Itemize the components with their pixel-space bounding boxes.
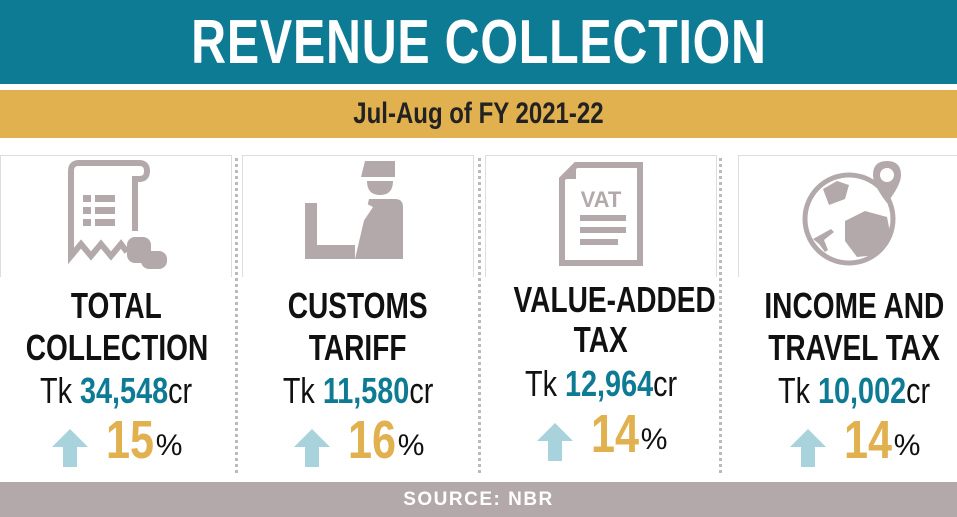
icon-box (738, 155, 957, 277)
currency: Tk (777, 370, 818, 411)
currency: Tk (282, 370, 323, 411)
amount: 11,580 (322, 370, 410, 411)
header-banner: REVENUE COLLECTION (0, 0, 957, 84)
icon-box (242, 155, 474, 277)
unit: cr (409, 370, 434, 411)
stat-customs-tariff: CUSTOMS TARIFF Tk 11,580cr 16% (242, 155, 474, 475)
percent-sign: % (155, 429, 183, 462)
amount: 10,002 (817, 370, 907, 411)
vat-document-icon: VAT (559, 162, 643, 266)
unit: cr (906, 370, 931, 411)
divider (719, 158, 722, 473)
globe-travel-icon (802, 161, 901, 266)
stat-title-line2: TRAVEL TAX (768, 327, 940, 368)
icon-box (0, 155, 232, 277)
stat-title-line1: CUSTOMS (288, 285, 428, 326)
icon-box (485, 155, 717, 277)
svg-text:VAT: VAT (581, 187, 622, 212)
customs-officer-icon (305, 161, 403, 259)
change-value: 16 (347, 410, 396, 470)
currency: Tk (39, 370, 80, 411)
percent-sign: % (397, 429, 425, 462)
percent-sign: % (893, 429, 921, 462)
unit: cr (653, 363, 678, 404)
stat-title-line1: VALUE-ADDED (513, 279, 716, 320)
divider (478, 158, 481, 473)
source-label: SOURCE: NBR (403, 488, 554, 510)
arrow-up-icon (536, 423, 573, 461)
change-value: 15 (105, 410, 154, 470)
source-bar: SOURCE: NBR (0, 482, 957, 517)
stat-value-added-tax: VAT VALUE-ADDED TAX Tk 12,964cr 14% (485, 155, 717, 475)
amount: 34,548 (79, 370, 169, 411)
arrow-up-icon (293, 429, 330, 467)
receipt-coins-icon (68, 160, 167, 269)
stat-title-line1: TOTAL (70, 285, 162, 326)
period-banner: Jul-Aug of FY 2021-22 (0, 90, 957, 138)
stat-title-line1: INCOME AND (764, 285, 944, 326)
amount: 12,964 (564, 363, 654, 404)
change-value: 14 (590, 404, 639, 464)
page-title: REVENUE COLLECTION (190, 7, 767, 77)
stat-title-line2: TARIFF (309, 327, 407, 368)
stat-title-line2: TAX (573, 319, 629, 360)
currency: Tk (524, 363, 565, 404)
change-value: 14 (843, 410, 892, 470)
percent-sign: % (640, 423, 668, 456)
divider (235, 158, 238, 473)
period-label: Jul-Aug of FY 2021-22 (353, 97, 604, 130)
arrow-up-icon (789, 429, 826, 467)
arrow-up-icon (51, 429, 88, 467)
stat-total-collection: TOTAL COLLECTION Tk 34,548cr 15% (0, 155, 232, 475)
unit: cr (168, 370, 193, 411)
stat-title-line2: COLLECTION (25, 327, 209, 368)
stat-income-travel-tax: INCOME AND TRAVEL TAX Tk 10,002cr 14% (738, 155, 957, 475)
